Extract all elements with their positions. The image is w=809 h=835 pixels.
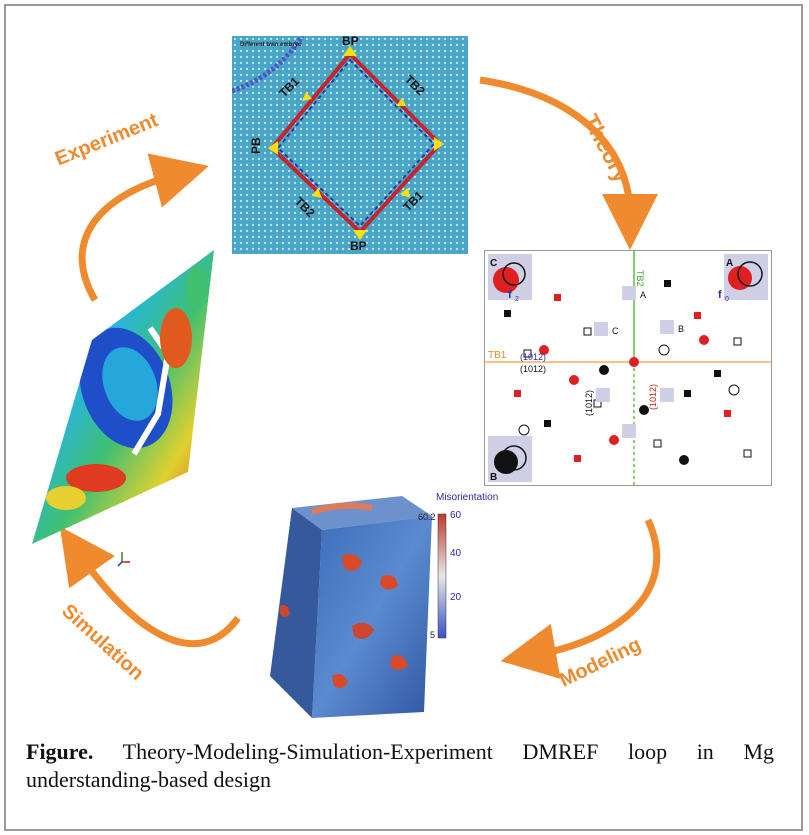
arrow-experiment	[78, 153, 209, 302]
figure-caption: Figure. Theory-Modeling-Simulation-Exper…	[26, 738, 774, 794]
arrow-simulation	[59, 526, 241, 648]
corner-b: B	[490, 472, 497, 483]
axis-triad-icon	[117, 552, 130, 567]
site-c: C	[612, 326, 619, 336]
colorbar-min: 5	[430, 630, 435, 640]
colorbar-tick-60: 60	[450, 510, 462, 521]
theory-lattice-panel: C A B A B C TB1 TB2 (1012) (1012) (1012)…	[484, 250, 772, 486]
colorbar-max: 60.2	[418, 512, 436, 522]
note-embryo: Different twin embryo	[240, 42, 302, 48]
colorbar-title: Misorientation	[436, 492, 498, 503]
label-tb1: TB1	[488, 350, 507, 361]
misorientation-block-panel: Misorientation 60.2 5 60 40 20	[270, 492, 498, 718]
plane-1: (1012)	[520, 352, 546, 362]
f0-sub: 0	[725, 296, 729, 303]
plane-3: (1012)	[584, 390, 594, 416]
arrow-theory	[479, 76, 658, 250]
simulation-map-panel	[32, 250, 214, 544]
label-pb: PB	[249, 137, 263, 154]
corner-c: C	[490, 258, 497, 269]
twin-embryo-panel: Different twin embryo BP BP PB TB1 TB2 T…	[232, 36, 468, 254]
label-tb2: TB2	[635, 270, 645, 287]
plane-4: (1012)	[648, 384, 658, 410]
f0-label: f	[718, 289, 722, 301]
site-a: A	[640, 290, 646, 300]
colorbar-tick-20: 20	[450, 592, 462, 603]
site-b: B	[678, 324, 684, 334]
f2-sub: 2	[515, 296, 519, 303]
colorbar-tick-40: 40	[450, 548, 462, 559]
label-bp-top: BP	[342, 36, 359, 48]
caption-text: Theory-Modeling-Simulation-Experiment DM…	[26, 739, 774, 792]
arrow-modeling	[500, 518, 661, 679]
f2-label: f	[508, 289, 512, 301]
caption-lead: Figure.	[26, 739, 94, 764]
label-bp-bottom: BP	[350, 239, 367, 253]
plane-2: (1012)	[520, 364, 546, 374]
corner-a: A	[726, 258, 733, 269]
atom-markers	[504, 280, 752, 465]
